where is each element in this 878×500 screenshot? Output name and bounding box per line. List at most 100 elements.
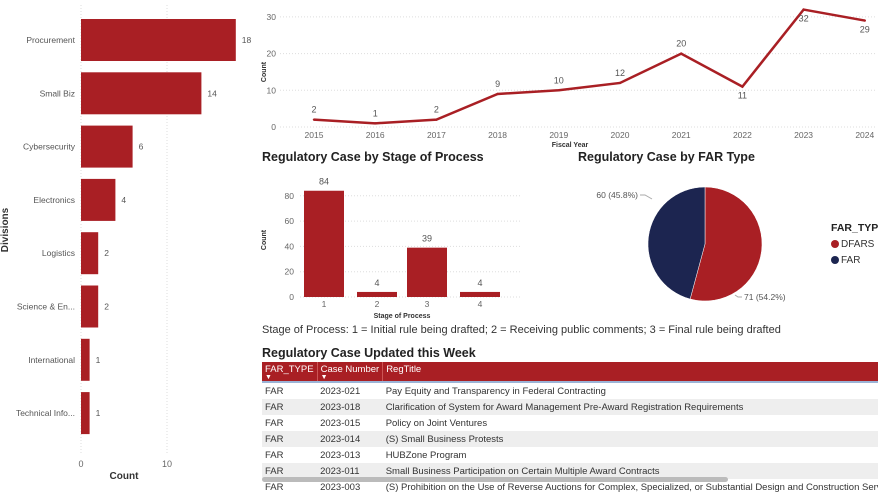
table-cell: 2023-018 — [317, 399, 383, 415]
y-tick-label: 20 — [285, 267, 295, 277]
table-cell: FAR — [262, 463, 318, 479]
table-row[interactable]: FAR 2023-021 Pay Equity and Transparency i… — [262, 382, 878, 399]
x-tick-label: 0 — [78, 459, 83, 469]
table-cell: 2023-014 — [317, 431, 383, 447]
bar — [81, 19, 236, 61]
table-row[interactable]: FAR 2023-014 (S) Small Business Protests — [262, 431, 878, 447]
bar — [81, 125, 133, 168]
category-label: Logistics — [42, 248, 75, 258]
data-point — [496, 92, 499, 96]
y-tick-label: 10 — [267, 85, 277, 95]
header-label: Case Number — [320, 364, 380, 375]
legend-label: DFARS — [841, 239, 875, 250]
data-label: 1 — [373, 108, 378, 118]
data-label: 4 — [477, 278, 482, 288]
table-cell: Policy on Joint Ventures — [385, 417, 488, 429]
x-tick-label: 2019 — [549, 130, 568, 140]
y-tick-label: 0 — [271, 122, 276, 132]
data-label: 84 — [319, 177, 329, 187]
category-label: Cybersecurity — [23, 142, 76, 152]
leader-line — [640, 194, 653, 200]
stage-note: Stage of Process: 1 = Initial rule being… — [262, 324, 781, 336]
far-dot-icon — [831, 256, 839, 264]
bar — [460, 291, 500, 297]
dfars-dot-icon — [831, 240, 839, 248]
data-label: 9 — [495, 79, 500, 89]
table-cell: 2023-011 — [317, 463, 383, 479]
x-tick-label: 2015 — [305, 130, 324, 140]
column-header-regtitle[interactable]: RegTitle — [382, 362, 878, 383]
legend-item-far[interactable]: FAR — [831, 255, 878, 266]
x-tick-label: 2017 — [427, 130, 446, 140]
y-tick-label: 80 — [285, 191, 295, 201]
data-label: 39 — [422, 234, 432, 244]
y-axis-label: Count — [261, 229, 268, 250]
table-cell: FAR — [265, 449, 284, 461]
slice-label: 60 (45.8%) — [596, 190, 638, 200]
x-axis-label: Stage of Process — [374, 313, 431, 320]
table-cell: Clarification of System for Award Manage… — [382, 399, 878, 415]
table-row[interactable]: FAR 2023-003 (S) Prohibition on the Use of… — [262, 479, 878, 495]
table-row[interactable]: FAR 2023-013 HUBZone Program — [262, 447, 878, 463]
horizontal-scrollbar[interactable] — [262, 477, 728, 482]
data-label: 20 — [676, 39, 686, 49]
table-cell: FAR — [265, 385, 284, 397]
data-label: 2 — [104, 248, 109, 258]
table-cell: (S) Prohibition on the Use of Reverse Au… — [385, 481, 878, 493]
category-label: Science & En... — [17, 302, 75, 312]
column-header-case-number[interactable]: Case Number ▼ — [317, 362, 384, 383]
series-line — [313, 8, 866, 125]
category-label: Electronics — [33, 195, 75, 205]
legend-label: FAR — [841, 255, 861, 266]
data-label: 18 — [242, 35, 252, 45]
table-cell: 2023-013 — [320, 449, 361, 461]
legend-item-dfars[interactable]: DFARS — [831, 239, 878, 250]
table-cell: FAR — [262, 431, 318, 447]
data-label: 4 — [374, 278, 379, 288]
table-cell: 2023-021 — [320, 385, 361, 397]
table-cell: FAR — [265, 417, 284, 429]
data-point — [741, 85, 744, 88]
data-point — [312, 118, 316, 121]
y-axis-label: Count — [261, 61, 268, 82]
data-point — [557, 89, 560, 92]
category-label: Procurement — [26, 35, 75, 45]
category-label: Small Biz — [40, 88, 75, 98]
header-label: FAR_TYPE — [265, 364, 314, 375]
data-point — [863, 19, 866, 22]
table-row[interactable]: FAR 2023-015 Policy on Joint Ventures — [262, 415, 878, 431]
bar — [304, 190, 344, 297]
sort-arrow-icon: ▼ — [320, 374, 328, 381]
data-label: 4 — [121, 195, 126, 205]
bar — [81, 285, 99, 328]
x-tick-label: 2021 — [672, 130, 691, 140]
pie-slice-far — [647, 186, 706, 300]
pie-slice-dfars — [689, 186, 763, 302]
table-cell: FAR — [262, 399, 318, 415]
category-label: International — [28, 355, 75, 365]
table-row[interactable]: FAR 2023-018 Clarification of System for A… — [262, 399, 878, 415]
bar — [81, 178, 116, 221]
y-tick-label: 40 — [285, 241, 295, 251]
x-tick-label: 2016 — [366, 130, 385, 140]
x-tick-label: 4 — [478, 299, 483, 309]
x-tick-label: 2024 — [855, 130, 874, 140]
x-tick-label: 3 — [425, 299, 430, 309]
table-row[interactable]: FAR 2023-011 Small Business Participation … — [262, 463, 878, 479]
sort-arrow-icon: ▼ — [265, 374, 272, 381]
y-tick-label: 0 — [289, 292, 294, 302]
bar — [81, 338, 90, 381]
table-title: Regulatory Case Updated this Week — [262, 346, 476, 360]
data-point — [618, 81, 622, 85]
bar — [407, 247, 447, 297]
bar — [81, 392, 90, 435]
far-type-chart-title: Regulatory Case by FAR Type — [578, 150, 755, 164]
y-tick-label: 30 — [267, 12, 277, 22]
data-label: 2 — [311, 105, 316, 115]
far-type-legend: FAR_TYPE DFARS FAR — [831, 222, 878, 271]
slice-label: 71 (54.2%) — [744, 292, 786, 302]
category-label: Technical Info... — [16, 408, 75, 418]
x-tick-label: 2020 — [611, 130, 630, 140]
column-header-far-type[interactable]: FAR_TYPE ▼ — [262, 362, 318, 383]
leader-line — [734, 294, 742, 298]
